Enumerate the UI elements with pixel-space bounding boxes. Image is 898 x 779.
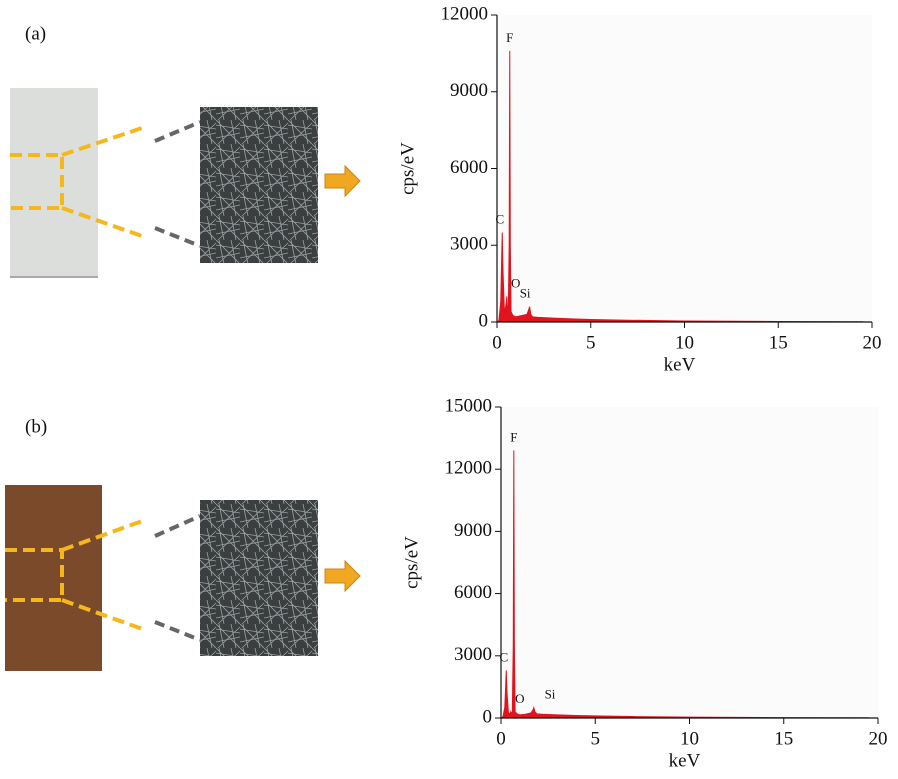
sample-photo (5, 485, 102, 671)
peak-label: C (499, 649, 508, 664)
zoom-lines (5, 518, 146, 632)
x-tick-label: 5 (586, 332, 596, 353)
x-axis-label: keV (669, 750, 701, 771)
x-tick-label: 20 (869, 728, 888, 749)
y-tick-label: 6000 (450, 157, 488, 178)
y-tick-label: 12000 (445, 458, 493, 479)
peak-label: O (515, 691, 524, 706)
y-tick-label: 0 (483, 706, 493, 727)
x-tick-label: 0 (496, 728, 506, 749)
sample-photo (10, 88, 98, 278)
y-tick-label: 3000 (450, 234, 488, 255)
peak-label: F (506, 30, 513, 45)
spectrum (495, 50, 864, 323)
plot-background (497, 15, 872, 322)
x-tick-label: 20 (863, 332, 882, 353)
y-axis-label: cps/eV (397, 142, 418, 195)
x-tick-label: 10 (675, 332, 694, 353)
y-tick-label: 6000 (454, 582, 492, 603)
zoom-lines-gray (154, 514, 201, 642)
y-tick-label: 9000 (454, 520, 492, 541)
x-tick-label: 15 (774, 728, 793, 749)
x-tick-label: 5 (591, 728, 601, 749)
y-tick-label: 15000 (445, 395, 493, 416)
peak-label: C (495, 211, 504, 226)
y-tick-label: 9000 (450, 80, 488, 101)
y-tick-label: 3000 (454, 644, 492, 665)
panel-label: (a) (25, 23, 46, 44)
peak-label: Si (520, 286, 531, 301)
panel-a-images (10, 88, 361, 278)
panel-b-images (5, 485, 361, 671)
peak-label: O (511, 275, 520, 290)
y-axis-label: cps/eV (401, 536, 422, 589)
spectrum (500, 450, 870, 719)
y-tick-label: 12000 (441, 3, 489, 24)
x-tick-label: 0 (492, 332, 502, 353)
zoom-lines (10, 126, 143, 238)
sem-image (200, 107, 318, 263)
x-tick-label: 10 (680, 728, 699, 749)
zoom-lines-gray (154, 120, 201, 248)
sem-image (200, 500, 318, 656)
plot-background (501, 407, 878, 718)
x-tick-label: 15 (769, 332, 788, 353)
arrow (324, 559, 361, 593)
y-tick-label: 0 (479, 310, 489, 331)
arrow (324, 164, 361, 198)
peak-label: F (510, 430, 517, 445)
peak-label: Si (545, 687, 556, 702)
x-axis-label: keV (664, 354, 696, 375)
panel-label: (b) (25, 416, 47, 437)
